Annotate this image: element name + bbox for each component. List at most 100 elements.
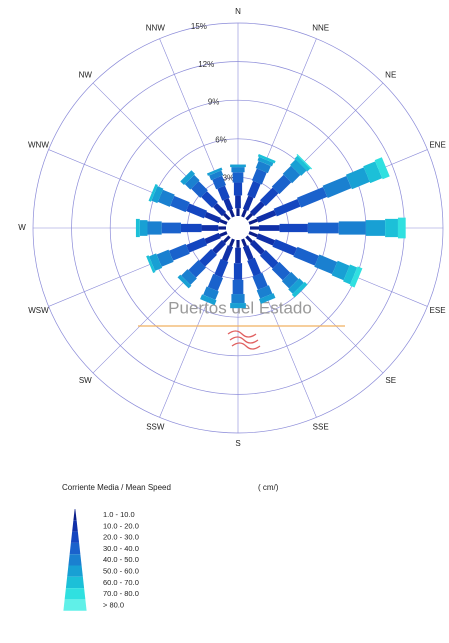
- rose-segment: [250, 226, 260, 230]
- rose-segment: [247, 257, 262, 277]
- direction-label: NNE: [312, 24, 329, 33]
- rose-segment: [146, 255, 156, 274]
- rose-segment: [135, 218, 140, 238]
- rose-segment: [294, 155, 311, 172]
- rose-segment: [203, 286, 219, 300]
- logo-waves: [227, 330, 261, 350]
- rose-segment: [221, 245, 234, 262]
- rose-segment: [233, 263, 243, 280]
- legend-swatch: [70, 531, 80, 543]
- rose-segment: [206, 167, 223, 176]
- rose-segment: [374, 157, 390, 180]
- rose-segment: [293, 246, 319, 266]
- direction-label: WSW: [28, 306, 49, 315]
- rose-segment: [232, 279, 244, 295]
- rose-segment: [365, 220, 386, 236]
- rose-segment: [231, 294, 245, 304]
- rose-segment: [186, 203, 208, 219]
- rose-segment: [288, 278, 304, 294]
- rose-segment: [148, 183, 158, 202]
- rose-segment: [247, 180, 261, 199]
- rose-segment: [256, 233, 276, 246]
- rose-segment: [168, 243, 190, 261]
- rose-segment: [363, 161, 383, 184]
- rose-segment: [230, 303, 246, 309]
- legend-swatch: [67, 565, 83, 577]
- rose-segment: [245, 212, 254, 221]
- rose-segment: [235, 247, 241, 264]
- legend-label: 20.0 - 30.0: [103, 533, 139, 542]
- rose-segment: [296, 186, 328, 208]
- rose-segment: [245, 235, 254, 244]
- legend-swatch: [73, 509, 77, 521]
- rose-segment: [385, 218, 398, 238]
- rose-segment: [241, 238, 248, 247]
- legend-label: 1.0 - 10.0: [103, 510, 135, 519]
- rose-segment: [273, 198, 301, 217]
- rose-segment: [271, 174, 292, 195]
- r-tick-label: 9%: [208, 98, 220, 107]
- direction-label: NE: [385, 70, 396, 79]
- rose-segment: [219, 218, 228, 225]
- rose-segment: [209, 170, 224, 181]
- legend-label: 40.0 - 50.0: [103, 555, 139, 564]
- direction-label: WNW: [28, 140, 49, 149]
- legend-swatch: [63, 599, 87, 611]
- rose-segment: [252, 272, 268, 290]
- direction-label: SE: [385, 376, 396, 385]
- rose-segment: [331, 260, 350, 281]
- rose-segment: [236, 208, 240, 216]
- r-tick-label: 3%: [223, 173, 235, 182]
- legend-label: 50.0 - 60.0: [103, 566, 139, 575]
- rose-segment: [231, 167, 245, 173]
- rose-segment: [219, 231, 228, 238]
- rose-segment: [241, 209, 248, 218]
- direction-label: SSE: [313, 423, 329, 432]
- rose-segment: [233, 182, 243, 196]
- legend-swatch: [68, 554, 82, 566]
- rose-segment: [296, 153, 313, 170]
- rose-segment: [199, 249, 217, 267]
- legend-swatch: [72, 520, 78, 532]
- rose-segment: [228, 238, 235, 247]
- rose-segment: [200, 294, 217, 306]
- rose-segment: [242, 195, 254, 211]
- legend-label: > 80.0: [103, 600, 124, 609]
- rose-segment: [259, 225, 280, 231]
- direction-label: N: [235, 7, 241, 16]
- r-tick-label: 15%: [191, 22, 207, 31]
- legend-swatch: [64, 588, 86, 600]
- rose-segment: [251, 168, 267, 185]
- rose-segment: [161, 222, 181, 234]
- rose-segment: [256, 285, 273, 299]
- rose-segment: [290, 159, 307, 176]
- watermark-logo: [138, 325, 345, 350]
- rose-segment: [256, 209, 277, 223]
- rose-segment: [222, 212, 231, 221]
- rose-segment: [279, 223, 308, 233]
- rose-segment: [257, 156, 274, 167]
- rose-segment: [151, 186, 164, 204]
- rose-segment: [212, 175, 227, 190]
- rose-segment: [223, 197, 234, 211]
- direction-label: ENE: [429, 140, 445, 149]
- direction-label: NW: [79, 70, 93, 79]
- rose-segment: [343, 264, 358, 285]
- rose-segment: [201, 225, 219, 231]
- rose-segment: [180, 170, 196, 186]
- rose-segment: [235, 195, 241, 209]
- rose-segment: [201, 191, 218, 208]
- rose-segment: [230, 164, 246, 168]
- direction-label: S: [235, 439, 240, 448]
- rose-segment: [157, 189, 175, 207]
- rose-segment: [204, 232, 221, 245]
- rose-segment: [242, 245, 254, 261]
- rose-segment: [257, 153, 276, 164]
- legend-label: 10.0 - 20.0: [103, 521, 139, 530]
- rose-segment: [291, 281, 308, 298]
- rose-segment: [222, 235, 231, 244]
- direction-label: NNW: [146, 24, 166, 33]
- rose-segment: [255, 160, 271, 174]
- rose-segment: [345, 167, 370, 190]
